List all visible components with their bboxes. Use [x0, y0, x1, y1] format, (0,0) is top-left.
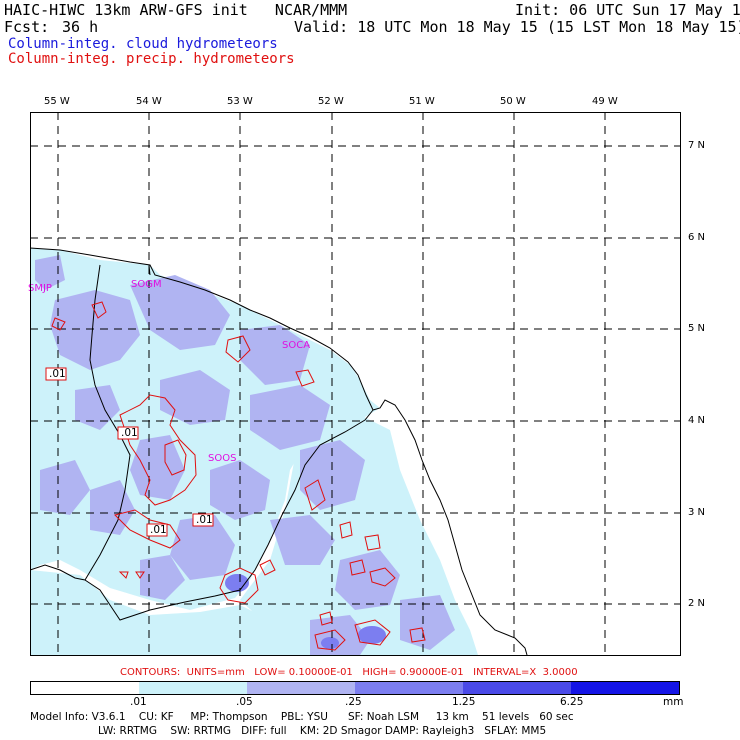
lat-label: 7 N [688, 140, 706, 151]
forecast-label: Fcst: [4, 18, 50, 36]
map-frame [30, 112, 681, 656]
colorbar-tick: 6.25 [560, 696, 584, 708]
model-title: HAIC-HIWC 13km ARW-GFS init NCAR/MMM [4, 1, 348, 19]
contour-value-label: .01 [121, 427, 138, 439]
lat-label: 3 N [688, 507, 706, 518]
colorbar-tick: .05 [236, 696, 253, 708]
precip-contours [51, 301, 426, 651]
lat-label: 6 N [688, 232, 706, 243]
lon-label: 55 W [44, 96, 70, 107]
colorbar-bin [31, 682, 139, 694]
contours-info: CONTOURS: UNITS=mm LOW= 0.10000E-01 HIGH… [120, 667, 578, 678]
contour-labels [45, 367, 214, 537]
colorbar [30, 681, 680, 695]
legend-cloud-hydrometeors: Column-integ. cloud hydrometeors [8, 36, 278, 52]
contour-value-label: .01 [49, 368, 66, 380]
lat-label: 2 N [688, 598, 706, 609]
lat-label: 4 N [688, 415, 706, 426]
colorbar-bin [571, 682, 679, 694]
legend-precip-hydrometeors: Column-integ. precip. hydrometeors [8, 51, 295, 67]
lon-label: 51 W [409, 96, 435, 107]
coastline [30, 247, 528, 655]
colorbar-units: mm [663, 696, 684, 708]
lon-label: 50 W [500, 96, 526, 107]
lon-label: 54 W [136, 96, 162, 107]
contour-value-label: .01 [196, 514, 213, 526]
lon-label: 53 W [227, 96, 253, 107]
lat-label: 5 N [688, 323, 706, 334]
colorbar-tick: .25 [345, 696, 362, 708]
forecast-hour: 36 h [62, 18, 99, 36]
hydrometeor-field [30, 248, 478, 655]
station-label: SOGM [131, 279, 162, 290]
station-label: SOOS [208, 453, 237, 464]
station-label: SMJP [28, 283, 52, 294]
colorbar-bin [139, 682, 247, 694]
lon-label: 52 W [318, 96, 344, 107]
lat-lon-grid [30, 112, 680, 655]
lon-label: 49 W [592, 96, 618, 107]
station-label: SOCA [282, 340, 311, 351]
colorbar-bin [355, 682, 463, 694]
model-info-line1: Model Info: V3.6.1 CU: KF MP: Thompson P… [30, 711, 574, 723]
colorbar-tick: 1.25 [452, 696, 476, 708]
colorbar-bin [463, 682, 571, 694]
colorbar-tick: .01 [130, 696, 147, 708]
init-time: Init: 06 UTC Sun 17 May 15 [515, 1, 740, 19]
model-info-line2: LW: RRTMG SW: RRTMG DIFF: full KM: 2D Sm… [98, 725, 547, 737]
colorbar-bin [247, 682, 355, 694]
contour-value-label: .01 [150, 524, 167, 536]
valid-time: Valid: 18 UTC Mon 18 May 15 (15 LST Mon … [294, 18, 740, 36]
